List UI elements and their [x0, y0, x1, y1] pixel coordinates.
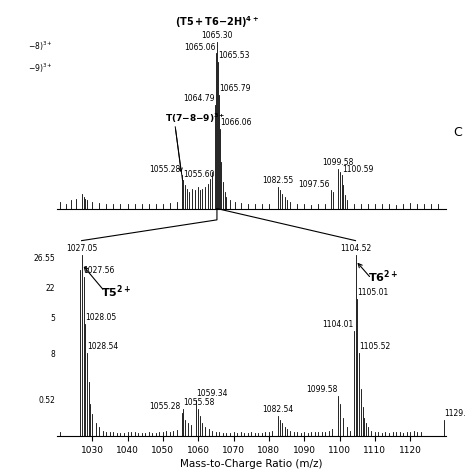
Text: C: C: [453, 127, 462, 139]
Text: 1065.79: 1065.79: [219, 84, 251, 93]
Text: $\mathbf{T5^{2+}}$: $\mathbf{T5^{2+}}$: [101, 283, 131, 300]
Text: 1028.54: 1028.54: [87, 342, 118, 351]
Text: 22: 22: [46, 284, 55, 293]
Text: 1104.01: 1104.01: [322, 320, 353, 329]
Text: 1055.58: 1055.58: [183, 398, 214, 407]
Text: 1064.79: 1064.79: [183, 94, 215, 103]
Text: 1065.06: 1065.06: [184, 43, 216, 52]
X-axis label: Mass-to-Charge Ratio (m/z): Mass-to-Charge Ratio (m/z): [180, 459, 322, 469]
Text: 1100.59: 1100.59: [342, 164, 374, 173]
Text: 1065.53: 1065.53: [218, 51, 250, 60]
Text: 1055.60: 1055.60: [183, 170, 215, 179]
Text: 1105.52: 1105.52: [359, 342, 391, 351]
Text: 0.52: 0.52: [38, 396, 55, 405]
Text: 1097.56: 1097.56: [299, 180, 330, 189]
Text: $-8)^{3+}$: $-8)^{3+}$: [28, 40, 53, 53]
Text: 1129.: 1129.: [444, 409, 465, 418]
Text: 5: 5: [50, 314, 55, 323]
Text: 1059.34: 1059.34: [196, 389, 228, 398]
Text: 1065.30: 1065.30: [201, 31, 233, 40]
Text: 1055.28: 1055.28: [150, 164, 181, 173]
Text: 1105.01: 1105.01: [357, 288, 389, 297]
Text: $-9)^{3+}$: $-9)^{3+}$: [28, 61, 53, 75]
Text: 1027.56: 1027.56: [83, 266, 115, 275]
Text: 1099.58: 1099.58: [322, 158, 354, 167]
Text: $\mathbf{T6^{2+}}$: $\mathbf{T6^{2+}}$: [368, 268, 398, 285]
Text: 1055.28: 1055.28: [150, 402, 181, 411]
Text: 1082.54: 1082.54: [262, 405, 293, 414]
Text: $\mathbf{(T5+T6{-}2H)^{4+}}$: $\mathbf{(T5+T6{-}2H)^{4+}}$: [175, 14, 259, 30]
Text: 1082.55: 1082.55: [262, 176, 293, 185]
Text: 26.55: 26.55: [33, 255, 55, 264]
Text: 1028.05: 1028.05: [85, 313, 117, 322]
Text: $\mathbf{T(7{-}8{-}9)^{3+}}$: $\mathbf{T(7{-}8{-}9)^{3+}}$: [164, 112, 225, 125]
Text: 1066.06: 1066.06: [220, 118, 252, 127]
Text: 8: 8: [50, 350, 55, 359]
Text: 1099.58: 1099.58: [306, 385, 337, 394]
Text: 1027.05: 1027.05: [66, 244, 98, 253]
Text: 1104.52: 1104.52: [340, 244, 371, 253]
